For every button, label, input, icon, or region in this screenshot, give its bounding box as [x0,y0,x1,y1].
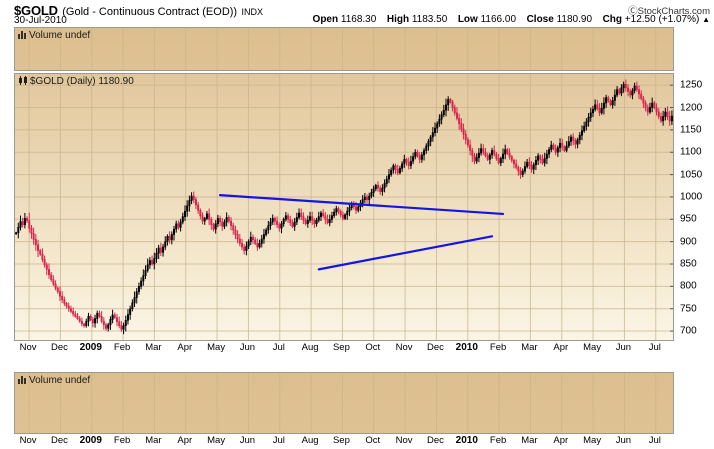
x-axis-tick-jun: Jun [615,435,632,446]
y-axis-tick-1150: 1150 [680,124,702,136]
x-axis-tick-nov: Nov [19,342,37,353]
price-chart-panel[interactable]: $GOLD (Daily) 1180.90 [14,73,674,341]
x-axis-tick-mar: Mar [145,435,162,446]
x-axis-tick-jul: Jul [272,342,285,353]
symbol-description: (Gold - Continuous Contract (EOD)) [62,6,238,18]
x-axis-tick-nov: Nov [19,435,37,446]
x-axis-tick-may: May [583,435,602,446]
trendline-annotations [218,194,505,271]
x-axis-tick-apr: Apr [553,342,569,353]
chart-title: $GOLD (Gold - Continuous Contract (EOD))… [14,2,263,20]
y-axis-tick-700: 700 [680,325,697,337]
x-axis-tick-feb: Feb [489,435,507,446]
x-axis-tick-apr: Apr [177,342,193,353]
close-value: 1180.90 [556,14,592,25]
chg-value: +12.50 (+1.07%) [624,14,700,25]
x-axis-tick-nov: Nov [395,435,413,446]
y-axis-tick-1250: 1250 [680,79,703,91]
bar-chart-icon [18,30,27,42]
x-axis-tick-may: May [207,342,226,353]
x-axis-tick-sep: Sep [332,435,350,446]
x-axis-tick-jun: Jun [239,435,256,446]
x-axis-tick-jul: Jul [272,435,285,446]
volume-panel-bottom: Volume undef [14,372,674,434]
price-panel-label: $GOLD (Daily) 1180.90 [18,76,134,88]
x-axis-middle: Nov Dec 2009 Feb Mar Apr May Jun Jul Aug Sep Oct Nov… [14,342,674,356]
x-axis-tick-dec: Dec [426,435,444,446]
x-axis-tick-may: May [583,342,602,353]
y-axis-tick-750: 750 [680,303,697,315]
y-axis-tick-1100: 1100 [680,146,702,158]
y-axis-tick-900: 900 [680,236,697,248]
x-axis-tick-mar: Mar [145,342,162,353]
x-axis-tick-dec: Dec [50,342,68,353]
volume-bottom-text: Volume undef [29,375,91,386]
x-axis-tick-mar: Mar [521,342,538,353]
open-label: Open [312,14,339,25]
symbol-exchange: INDX [241,7,264,17]
x-axis-tick-apr: Apr [177,435,193,446]
ohlc-quote-bar: Open 1168.30 High 1183.50 Low 1166.00 Cl… [313,14,710,25]
volume-top-gridlines [28,28,657,70]
x-axis-tick-2009: 2009 [79,435,102,446]
price-y-axis: 1250 1200 1150 1100 1050 1000 950 900 850 800 750 7… [676,73,714,341]
watermark-label: StockCharts.com [637,6,710,17]
high-value: 1183.50 [411,14,448,25]
chg-label: Chg [602,14,623,25]
x-axis-tick-oct: Oct [365,435,381,446]
x-axis-tick-jul: Jul [648,342,661,353]
y-axis-tick-950: 950 [680,213,697,225]
symbol-ticker: $GOLD [14,3,58,18]
quote-date: 30-Jul-2010 [14,15,67,26]
x-axis-tick-jul: Jul [648,435,661,446]
x-axis-bottom: Nov Dec 2009 Feb Mar Apr May Jun Jul Aug Sep Oct Nov… [14,435,674,449]
chart-header: $GOLD (Gold - Continuous Contract (EOD))… [0,0,714,27]
candlestick-series [15,79,673,335]
volume-panel-top: Volume undef [14,27,674,71]
x-axis-tick-jun: Jun [615,342,632,353]
copyright-icon: Ⓒ [628,6,638,17]
y-axis-tick-850: 850 [680,258,697,270]
volume-bottom-label: Volume undef [18,375,90,387]
x-axis-tick-feb: Feb [489,342,507,353]
x-axis-tick-sep: Sep [332,342,350,353]
y-axis-tick-1000: 1000 [680,191,703,203]
x-axis-tick-2009: 2009 [79,342,102,353]
x-axis-tick-dec: Dec [426,342,444,353]
price-panel-text: $GOLD (Daily) 1180.90 [30,76,134,87]
open-value: 1168.30 [340,14,377,25]
candlestick-icon [18,76,28,88]
x-axis-tick-2010: 2010 [455,435,478,446]
x-axis-tick-feb: Feb [113,435,131,446]
x-axis-tick-oct: Oct [365,342,381,353]
low-label: Low [457,14,478,25]
volume-top-text: Volume undef [29,30,91,41]
stockcharts-watermark: ⒸStockCharts.com [628,3,710,17]
volume-bottom-gridlines [28,373,657,433]
x-axis-tick-may: May [207,435,226,446]
y-axis-tick-1050: 1050 [680,169,703,181]
x-axis-tick-aug: Aug [301,435,319,446]
low-value: 1166.00 [480,14,517,25]
high-label: High [386,14,410,25]
y-axis-tick-800: 800 [680,280,697,292]
x-axis-tick-jun: Jun [239,342,256,353]
x-axis-tick-apr: Apr [553,435,569,446]
close-label: Close [526,14,554,25]
x-axis-tick-mar: Mar [521,435,538,446]
y-axis-tick-1200: 1200 [680,102,703,114]
bar-chart-icon [18,375,27,387]
x-axis-tick-dec: Dec [50,435,68,446]
x-axis-tick-aug: Aug [301,342,319,353]
x-axis-tick-2010: 2010 [455,342,478,353]
x-axis-tick-nov: Nov [395,342,413,353]
x-axis-tick-feb: Feb [113,342,131,353]
chg-up-arrow-icon: ▲ [702,15,710,24]
volume-top-label: Volume undef [18,30,90,42]
